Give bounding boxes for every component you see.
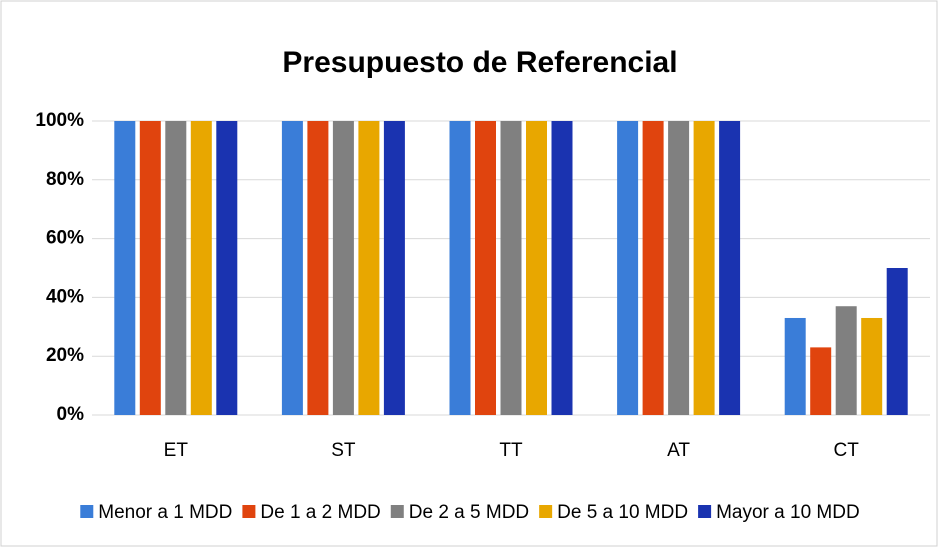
legend-label: De 2 a 5 MDD [409,502,529,523]
y-tick-label: 60% [46,228,84,249]
bar [784,317,806,415]
legend-swatch [698,505,712,518]
legend-label: De 5 a 10 MDD [557,502,688,523]
bar [886,268,908,415]
bar [835,306,857,415]
bar [281,121,303,415]
bar [475,121,496,415]
bar [551,121,573,415]
bar [332,121,354,415]
legend-label: De 1 a 2 MDD [260,502,380,523]
legend-label: Menor a 1 MDD [98,502,232,523]
bar [861,317,883,415]
y-tick-label: 0% [57,404,85,425]
bar [165,121,187,415]
bar [358,121,380,415]
legend-swatch [242,505,256,518]
bar [449,121,471,415]
bar [190,121,212,415]
y-tick-label: 20% [46,345,84,366]
legend-swatch [390,505,404,518]
bar [642,121,664,415]
bar [500,121,522,415]
x-tick-label: TT [499,440,523,461]
x-tick-label: ET [164,440,189,461]
y-tick-label: 80% [46,169,84,190]
chart-title: Presupuesto de Referencial [282,46,677,79]
x-tick-label: CT [834,440,860,461]
bar [668,121,690,415]
x-tick-label: ST [331,440,356,461]
bar [526,121,547,415]
bar [307,121,329,415]
legend-label: Mayor a 10 MDD [716,502,860,523]
bar [216,121,238,415]
bar [810,347,832,415]
y-tick-label: 100% [35,110,84,131]
bar [719,121,741,415]
bar [693,121,715,415]
legend-swatch [80,505,94,518]
bar [114,121,136,415]
bar [617,121,639,415]
x-tick-label: AT [667,440,690,461]
bar [139,121,161,415]
legend-swatch [539,505,553,518]
y-tick-label: 40% [46,286,84,307]
bar [383,121,405,415]
